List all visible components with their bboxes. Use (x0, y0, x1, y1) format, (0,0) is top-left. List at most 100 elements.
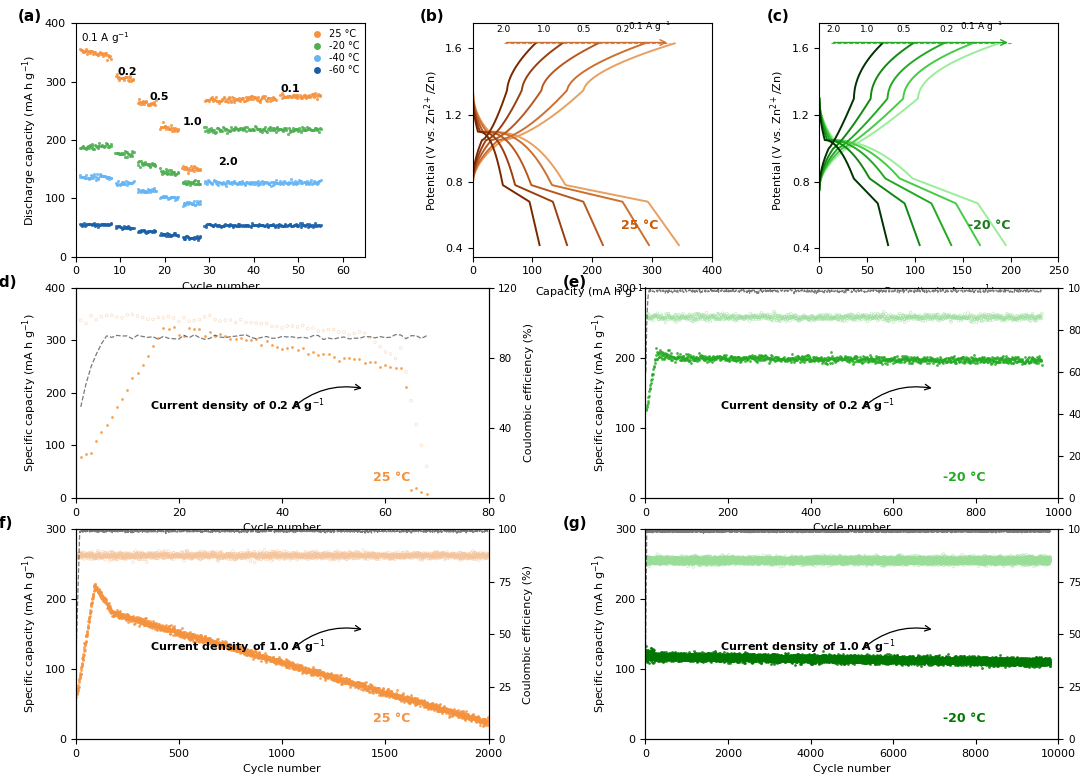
Point (878, 555, 895, 567)
Point (759, 554, 777, 566)
Point (995, 654, 1012, 666)
Point (785, 555, 802, 567)
Point (132, 612, 149, 625)
Point (794, 552, 811, 565)
Point (831, 552, 848, 565)
Point (649, 650, 666, 663)
Point (961, 654, 978, 667)
Point (971, 352, 988, 364)
Point (691, 650, 708, 662)
Point (167, 625, 185, 637)
Point (958, 555, 975, 568)
Point (1021, 656, 1038, 668)
Point (821, 654, 838, 666)
Point (765, 652, 782, 664)
Point (957, 652, 974, 664)
Point (319, 551, 336, 563)
Point (950, 553, 968, 566)
Point (714, 653, 731, 665)
Point (752, 309, 769, 321)
Point (893, 350, 910, 363)
Point (1025, 555, 1042, 567)
Point (664, 647, 681, 660)
Point (757, 654, 774, 666)
Point (929, 354, 946, 366)
Point (875, 555, 892, 568)
Point (434, 705, 451, 717)
Point (712, 649, 729, 661)
Point (701, 653, 718, 665)
Point (845, 353, 862, 366)
Point (260, 650, 278, 663)
Point (775, 552, 793, 565)
Point (951, 556, 969, 569)
Point (681, 553, 699, 566)
Point (903, 353, 920, 366)
Point (1012, 657, 1029, 670)
Point (896, 653, 914, 665)
Point (716, 555, 733, 568)
Point (714, 653, 731, 665)
Point (720, 650, 738, 662)
Point (292, 90, 309, 103)
Point (477, 719, 495, 731)
Point (697, 651, 714, 664)
Point (651, 556, 669, 569)
Point (136, 158, 153, 170)
Point (892, 553, 909, 566)
Point (707, 649, 725, 661)
Point (1039, 656, 1056, 668)
Point (895, 652, 913, 664)
Point (747, 651, 765, 664)
Point (889, 311, 906, 324)
Point (791, 555, 808, 567)
Point (688, 650, 705, 663)
Point (327, 673, 345, 685)
Point (374, 685, 391, 698)
Point (751, 313, 768, 325)
Point (882, 655, 900, 668)
Point (148, 185, 165, 198)
Point (740, 310, 757, 323)
Point (887, 555, 904, 567)
Point (961, 355, 978, 367)
Point (968, 555, 985, 567)
Point (653, 649, 671, 661)
Point (656, 352, 673, 365)
Point (145, 158, 162, 170)
Point (301, 550, 319, 562)
Point (985, 660, 1002, 672)
Point (1034, 307, 1051, 320)
Point (127, 548, 145, 560)
Point (879, 552, 896, 564)
Point (1001, 657, 1018, 669)
Point (876, 555, 893, 567)
Point (944, 555, 961, 567)
Point (818, 653, 835, 665)
Point (996, 656, 1013, 668)
Point (207, 639, 225, 651)
Point (877, 555, 894, 568)
Point (760, 650, 778, 663)
Point (332, 549, 349, 562)
Point (773, 555, 791, 568)
Point (138, 618, 156, 630)
Point (796, 653, 813, 665)
Point (410, 695, 428, 707)
Point (690, 556, 707, 569)
Point (460, 552, 477, 564)
Point (824, 554, 841, 566)
Point (642, 555, 659, 568)
Point (244, 123, 261, 135)
Point (259, 652, 276, 664)
Point (687, 556, 704, 569)
Point (663, 650, 680, 663)
Point (810, 651, 827, 664)
Point (1031, 657, 1049, 669)
Point (410, 696, 428, 708)
Point (924, 555, 942, 567)
Point (191, 323, 208, 335)
Point (856, 309, 874, 321)
Point (688, 557, 705, 569)
Point (987, 552, 1004, 565)
